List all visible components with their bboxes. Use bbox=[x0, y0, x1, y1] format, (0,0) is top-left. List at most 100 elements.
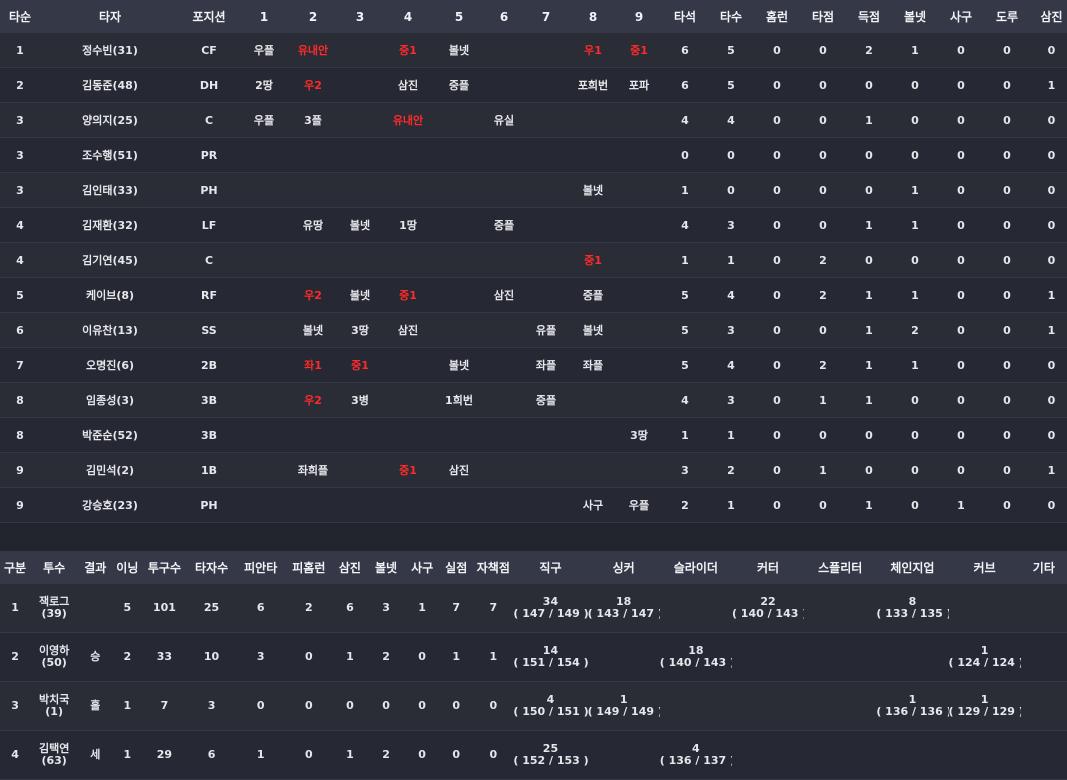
inning-result: 좌희플 bbox=[290, 452, 336, 488]
inning-result: 볼넷 bbox=[336, 207, 384, 243]
inning-result: 우플 bbox=[238, 33, 290, 68]
pitching-header-cell: 구분 bbox=[0, 551, 31, 584]
inning-result: 사구 bbox=[570, 487, 616, 523]
batter-stat: 0 bbox=[754, 347, 800, 383]
inning-result bbox=[336, 67, 384, 103]
pitch-type-cell bbox=[731, 632, 805, 682]
batter-stat: 1 bbox=[800, 452, 846, 488]
pitcher-stat: 0 bbox=[236, 681, 285, 731]
batter-stat: 3 bbox=[708, 312, 754, 348]
inning-result bbox=[486, 242, 522, 278]
pitch-count: 1 bbox=[908, 693, 917, 706]
pitching-header-cell: 피홈런 bbox=[284, 551, 333, 584]
pitcher-stat: 1 bbox=[332, 632, 367, 682]
batter-position: 1B bbox=[180, 452, 238, 488]
inning-result bbox=[486, 452, 522, 488]
inning-result: 좌플 bbox=[570, 347, 616, 383]
batting-header-cell: 4 bbox=[384, 0, 432, 33]
batter-stat: 0 bbox=[1030, 207, 1067, 243]
batter-stat: 0 bbox=[846, 67, 892, 103]
pitch-count: 4 bbox=[546, 693, 555, 706]
inning-result bbox=[432, 417, 486, 453]
batter-stat: 0 bbox=[800, 102, 846, 138]
inning-result bbox=[384, 242, 432, 278]
batter-stat: 2 bbox=[892, 312, 938, 348]
pitch-speed: ( 143 / 147 ) bbox=[587, 607, 660, 620]
inning-result bbox=[616, 137, 662, 173]
batter-stat: 4 bbox=[708, 102, 754, 138]
batting-header-cell: 타석 bbox=[662, 0, 708, 33]
batter-stat: 0 bbox=[754, 102, 800, 138]
inning-result: 유내안 bbox=[384, 102, 432, 138]
batter-stat: 1 bbox=[938, 487, 984, 523]
inning-result bbox=[238, 137, 290, 173]
pitcher-index: 4 bbox=[0, 730, 31, 780]
inning-result: 우플 bbox=[238, 102, 290, 138]
inning-result bbox=[616, 207, 662, 243]
batting-order: 9 bbox=[0, 452, 40, 488]
pitcher-stat: 0 bbox=[366, 681, 406, 731]
pitch-count: 1 bbox=[619, 693, 628, 706]
pitcher-stat: 7 bbox=[473, 584, 514, 633]
batter-stat: 4 bbox=[708, 347, 754, 383]
pitcher-stat: 7 bbox=[142, 681, 187, 731]
batter-stat: 0 bbox=[892, 417, 938, 453]
batter-stat: 0 bbox=[938, 312, 984, 348]
inning-result bbox=[432, 137, 486, 173]
pitch-type-cell: 1( 129 / 129 ) bbox=[948, 681, 1021, 731]
batter-stat: 0 bbox=[938, 452, 984, 488]
batter-stat: 4 bbox=[662, 207, 708, 243]
batter-stat: 1 bbox=[846, 382, 892, 418]
pitcher-stat: 29 bbox=[142, 730, 187, 780]
batter-stat: 0 bbox=[846, 242, 892, 278]
inning-result bbox=[432, 277, 486, 313]
batter-stat: 0 bbox=[1030, 347, 1067, 383]
inning-result bbox=[486, 67, 522, 103]
pitch-count: 18 bbox=[688, 644, 704, 657]
batter-stat: 1 bbox=[892, 277, 938, 313]
batter-stat: 1 bbox=[892, 207, 938, 243]
batter-stat: 0 bbox=[984, 277, 1030, 313]
batter-row: 3 양의지(25) C 우플 3플 유내안 유실 4 4 0 0 1 0 0 0 0 bbox=[0, 102, 1067, 138]
batting-order: 1 bbox=[0, 33, 40, 68]
batter-stat: 0 bbox=[938, 242, 984, 278]
batter-stat: 0 bbox=[984, 312, 1030, 348]
pitch-count: 1 bbox=[980, 693, 989, 706]
pitcher-index: 2 bbox=[0, 632, 31, 682]
pitch-type-cell: 14( 151 / 154 ) bbox=[513, 632, 588, 682]
batter-stat: 2 bbox=[708, 452, 754, 488]
pitch-type-cell bbox=[1020, 584, 1067, 633]
pitch-type-cell bbox=[804, 584, 877, 633]
pitch-type-cell bbox=[1020, 730, 1067, 780]
batting-header-cell: 홈런 bbox=[754, 0, 800, 33]
inning-result: 중1 bbox=[384, 277, 432, 313]
inning-result bbox=[616, 452, 662, 488]
batting-header-cell: 7 bbox=[522, 0, 570, 33]
batter-stat: 0 bbox=[1030, 102, 1067, 138]
inning-result bbox=[336, 452, 384, 488]
inning-result bbox=[336, 487, 384, 523]
pitch-speed: ( 136 / 137 ) bbox=[659, 754, 732, 767]
inning-result: 우플 bbox=[616, 487, 662, 523]
batter-stat: 1 bbox=[662, 417, 708, 453]
batting-order: 5 bbox=[0, 277, 40, 313]
inning-result bbox=[486, 137, 522, 173]
inning-result bbox=[522, 172, 570, 208]
batting-order: 3 bbox=[0, 172, 40, 208]
pitch-speed: ( 150 / 151 ) bbox=[513, 705, 588, 718]
pitching-header-cell: 타자수 bbox=[186, 551, 237, 584]
pitcher-result: 세 bbox=[78, 730, 113, 780]
batter-stat: 2 bbox=[662, 487, 708, 523]
inning-result bbox=[486, 382, 522, 418]
inning-result: 볼넷 bbox=[570, 312, 616, 348]
inning-result bbox=[616, 347, 662, 383]
pitch-type-cell bbox=[731, 681, 805, 731]
inning-result: 볼넷 bbox=[336, 277, 384, 313]
batter-stat: 1 bbox=[708, 242, 754, 278]
pitching-header-cell: 자책점 bbox=[473, 551, 514, 584]
pitch-type-cell: 1( 124 / 124 ) bbox=[948, 632, 1021, 682]
batting-order: 3 bbox=[0, 102, 40, 138]
batter-position: 3B bbox=[180, 417, 238, 453]
inning-result: 삼진 bbox=[384, 67, 432, 103]
batter-stat: 3 bbox=[662, 452, 708, 488]
